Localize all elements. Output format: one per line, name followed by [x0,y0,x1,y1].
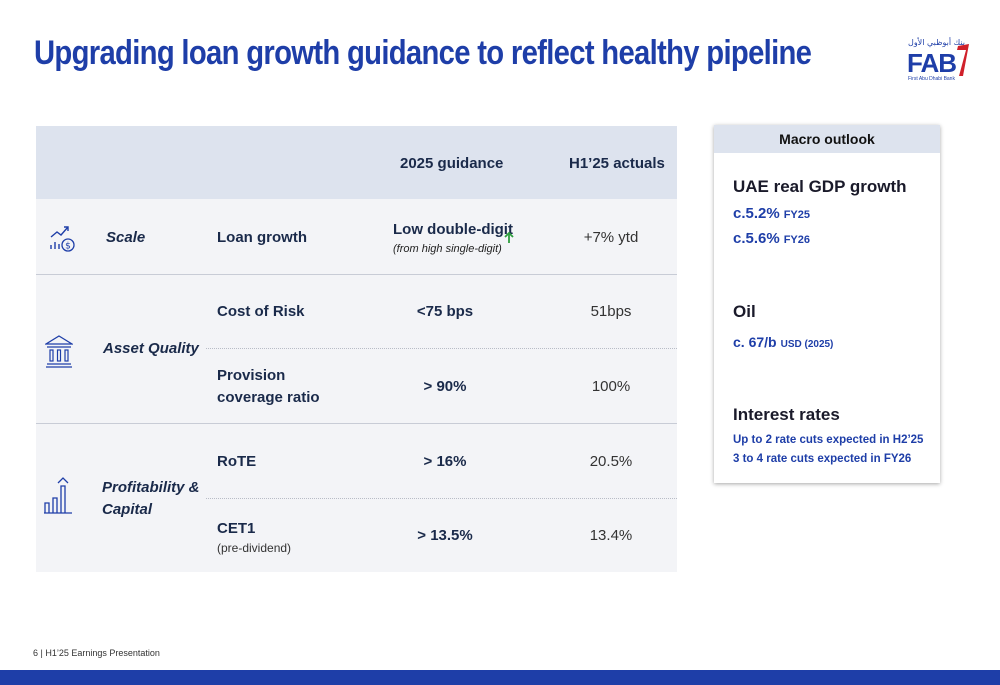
rates-line2: 3 to 4 rate cuts expected in FY26 [733,453,912,465]
page-title: Upgrading loan growth guidance to reflec… [34,34,812,72]
arrow-up-icon [504,232,514,243]
gdp-fy25-unit: FY25 [783,209,810,221]
guidance-cet1: > 13.5% [417,527,473,544]
metric-cet1: CET1 [217,520,256,537]
guidance-rote: > 16% [423,453,467,470]
row-divider-dotted [206,498,677,499]
metric-loan-growth: Loan growth [217,229,307,246]
oil-heading: Oil [733,302,756,321]
oil-price-unit: USD (2025) [780,339,834,350]
category-asset-quality: Asset Quality [103,340,199,357]
metric-provision-line2: coverage ratio [217,389,320,406]
macro-outlook-header: Macro outlook [714,125,940,153]
row-divider [36,423,677,424]
actual-cet1: 13.4% [589,527,633,544]
gdp-fy26-unit: FY26 [783,234,810,246]
gdp-fy25: c.5.2% FY25 [733,205,810,222]
table-header: 2025 guidance H1’25 actuals [36,126,677,199]
logo-mark-icon [957,44,969,76]
macro-outlook-panel: Macro outlook UAE real GDP growth c.5.2%… [714,125,940,483]
metric-cost-of-risk: Cost of Risk [217,303,305,320]
guidance-cost-of-risk: <75 bps [416,303,474,320]
row-divider-dotted [206,348,677,349]
actual-cost-of-risk: 51bps [590,303,632,320]
guidance-loan-growth: Low double-digit [393,221,513,238]
guidance-provision: > 90% [423,378,467,395]
metric-provision-line1: Provision [217,367,286,384]
row-divider [36,274,677,275]
oil-price-value: c. 67/b [733,334,777,350]
profit-growth-icon [44,477,72,514]
metric-rote: RoTE [217,453,257,470]
header-guidance: 2025 guidance [400,155,504,172]
rates-line1: Up to 2 rate cuts expected in H2’25 [733,434,924,446]
growth-dollar-icon: $ [50,226,75,252]
category-profitability-line2: Capital [102,501,153,518]
guidance-loan-growth-note: (from high single-digit) [393,243,502,255]
gdp-fy25-value: c.5.2% [733,205,780,222]
gdp-fy26-value: c.5.6% [733,230,780,247]
actual-provision: 100% [591,378,631,395]
guidance-table: 2025 guidance H1’25 actuals $ Scale Loan… [36,126,677,572]
metric-cet1-note: (pre-dividend) [217,541,292,555]
header-actuals: H1’25 actuals [569,155,665,172]
category-profitability-line1: Profitability & [102,479,200,496]
logo-arabic-text: بنك أبوظبي الأول [908,38,965,47]
gdp-fy26: c.5.6% FY26 [733,230,810,247]
footer-page-label: 6 | H1’25 Earnings Presentation [33,648,160,658]
actual-loan-growth: +7% ytd [583,229,639,246]
logo-subtitle: First Abu Dhabi Bank [908,76,955,82]
logo-name: FAB [907,48,957,78]
svg-text:$: $ [65,242,71,252]
fab-logo: بنك أبوظبي الأول FAB First Abu Dhabi Ban… [905,38,973,86]
oil-price: c. 67/b USD (2025) [733,334,833,350]
gdp-heading: UAE real GDP growth [733,177,907,196]
category-scale: Scale [106,229,146,246]
rates-heading: Interest rates [733,405,840,424]
actual-rote: 20.5% [589,453,633,470]
bottom-brand-bar [0,670,1000,685]
bank-building-icon [45,335,73,368]
